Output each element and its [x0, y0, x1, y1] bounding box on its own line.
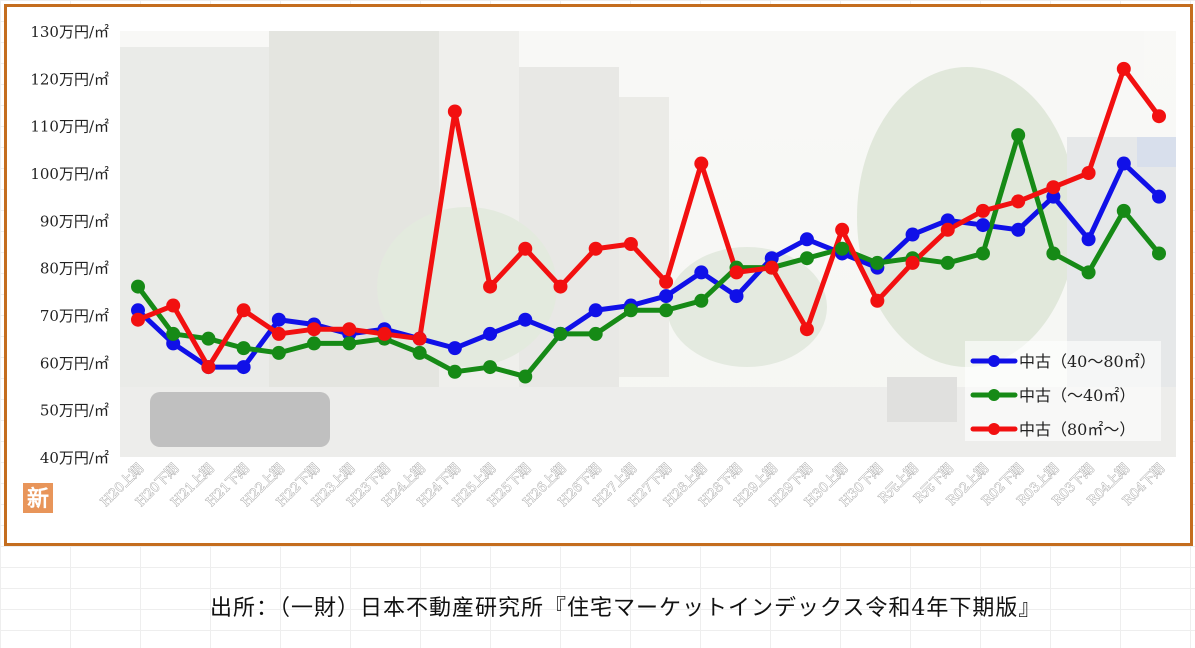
series-0-point	[694, 265, 709, 280]
new-badge-text: 新	[27, 486, 49, 512]
series-1-point	[166, 326, 181, 341]
y-tick-label: 90万円/㎡	[40, 212, 109, 230]
series-1-point	[588, 326, 603, 341]
series-2-point	[377, 326, 392, 341]
series-2-point	[271, 326, 286, 341]
source-caption: 出所：（一財）日本不動産研究所『住宅マーケットインデックス令和4年下期版』	[210, 596, 1042, 621]
series-points	[131, 61, 1166, 384]
series-1-point	[307, 336, 322, 351]
legend-label: 中古（～40㎡）	[1019, 386, 1135, 405]
series-2-point	[412, 331, 427, 346]
series-2-point	[1116, 61, 1131, 76]
series-0-point	[271, 312, 286, 327]
chart-frame: 40万円/㎡ 50万円/㎡ 60万円/㎡ 70万円/㎡ 80万円/㎡ 90万円/㎡ 100万…	[4, 4, 1193, 546]
series-0-point	[1116, 156, 1131, 171]
series-1-point	[1116, 203, 1131, 218]
series-2-point	[905, 255, 920, 270]
y-tick-label: 120万円/㎡	[30, 70, 109, 88]
y-tick-label: 100万円/㎡	[30, 165, 109, 183]
series-2-point	[518, 241, 533, 256]
series-2-point	[1046, 180, 1061, 195]
y-axis-tick-labels: 40万円/㎡ 50万円/㎡ 60万円/㎡ 70万円/㎡ 80万円/㎡ 90万円/㎡ 100万…	[30, 23, 109, 467]
series-2-point	[201, 360, 216, 375]
series-1-point	[694, 293, 709, 308]
series-0-point	[659, 289, 674, 304]
new-badge-box	[23, 483, 53, 513]
y-tick-label: 110万円/㎡	[30, 118, 109, 136]
series-1-point	[483, 360, 498, 375]
legend-marker	[988, 355, 1000, 367]
series-2-point	[1081, 166, 1096, 180]
series-1-point	[799, 251, 814, 266]
legend-label: 中古（80㎡～）	[1019, 420, 1135, 439]
legend: 中古（40～80㎡） 中古（～40㎡） 中古（80㎡～）	[965, 341, 1161, 441]
series-1-point	[940, 255, 955, 270]
series-2-point	[623, 237, 638, 251]
series-2-point	[447, 104, 462, 119]
series-0-point	[518, 312, 533, 327]
series-1-point	[623, 303, 638, 318]
series-1-point	[1011, 128, 1026, 143]
series-2-point	[342, 322, 357, 337]
series-1-point	[553, 326, 568, 341]
series-2-point	[975, 203, 990, 218]
series-1-point	[412, 345, 427, 360]
x-axis-tick-labels: H20上期H20下期H21上期H21下期H22上期H22下期H23上期H23下期…	[98, 461, 1169, 511]
series-2-point	[694, 156, 709, 171]
series-0-point	[905, 227, 920, 242]
series-2-point	[870, 293, 885, 308]
y-tick-label: 50万円/㎡	[40, 402, 109, 420]
series-1-point	[1152, 246, 1166, 261]
y-tick-label: 80万円/㎡	[40, 260, 109, 278]
series-1-point	[236, 341, 251, 356]
series-2-point	[940, 222, 955, 237]
series-2-point	[307, 322, 322, 337]
series-1-point	[1046, 246, 1061, 261]
series-2-point	[553, 279, 568, 294]
series-2-point	[1011, 194, 1026, 209]
series-1-point	[1081, 265, 1096, 280]
series-1-point	[271, 345, 286, 360]
series-0-point	[799, 232, 814, 247]
series-1-point	[870, 255, 885, 270]
y-tick-label: 60万円/㎡	[40, 354, 109, 372]
series-2-point	[835, 222, 850, 237]
new-badge: 新	[23, 483, 53, 513]
series-1-point	[518, 369, 533, 384]
series-1-point	[131, 279, 145, 294]
series-2-point	[131, 312, 145, 327]
y-tick-label: 70万円/㎡	[40, 307, 109, 325]
series-0-point	[1011, 222, 1026, 237]
series-0-point	[975, 218, 990, 233]
series-2-point	[166, 298, 181, 313]
legend-marker	[988, 423, 1000, 435]
series-1-point	[201, 331, 216, 346]
series-2-point	[1152, 109, 1166, 124]
series-0-point	[483, 326, 498, 341]
line-chart: 40万円/㎡ 50万円/㎡ 60万円/㎡ 70万円/㎡ 80万円/㎡ 90万円/㎡ 100万…	[23, 23, 1176, 513]
series-1-point	[342, 336, 357, 351]
series-0-point	[1152, 189, 1166, 204]
series-2-point	[729, 265, 744, 280]
series-0-point	[588, 303, 603, 318]
series-0-point	[236, 360, 251, 375]
series-2-point	[483, 279, 498, 294]
series-2-point	[764, 260, 779, 275]
y-tick-label: 130万円/㎡	[30, 23, 109, 41]
series-2-point	[799, 322, 814, 337]
series-1-point	[659, 303, 674, 318]
legend-marker	[988, 389, 1000, 401]
series-0-point	[729, 289, 744, 304]
series-2-point	[588, 241, 603, 256]
legend-label: 中古（40～80㎡）	[1019, 352, 1156, 371]
series-2-point	[236, 303, 251, 318]
series-2-point	[659, 274, 674, 289]
y-tick-label: 40万円/㎡	[40, 449, 109, 467]
series-1-point	[975, 246, 990, 261]
series-0-point	[447, 341, 462, 356]
series-1-point	[447, 364, 462, 379]
series-1-point	[835, 241, 850, 256]
series-0-point	[1081, 232, 1096, 247]
